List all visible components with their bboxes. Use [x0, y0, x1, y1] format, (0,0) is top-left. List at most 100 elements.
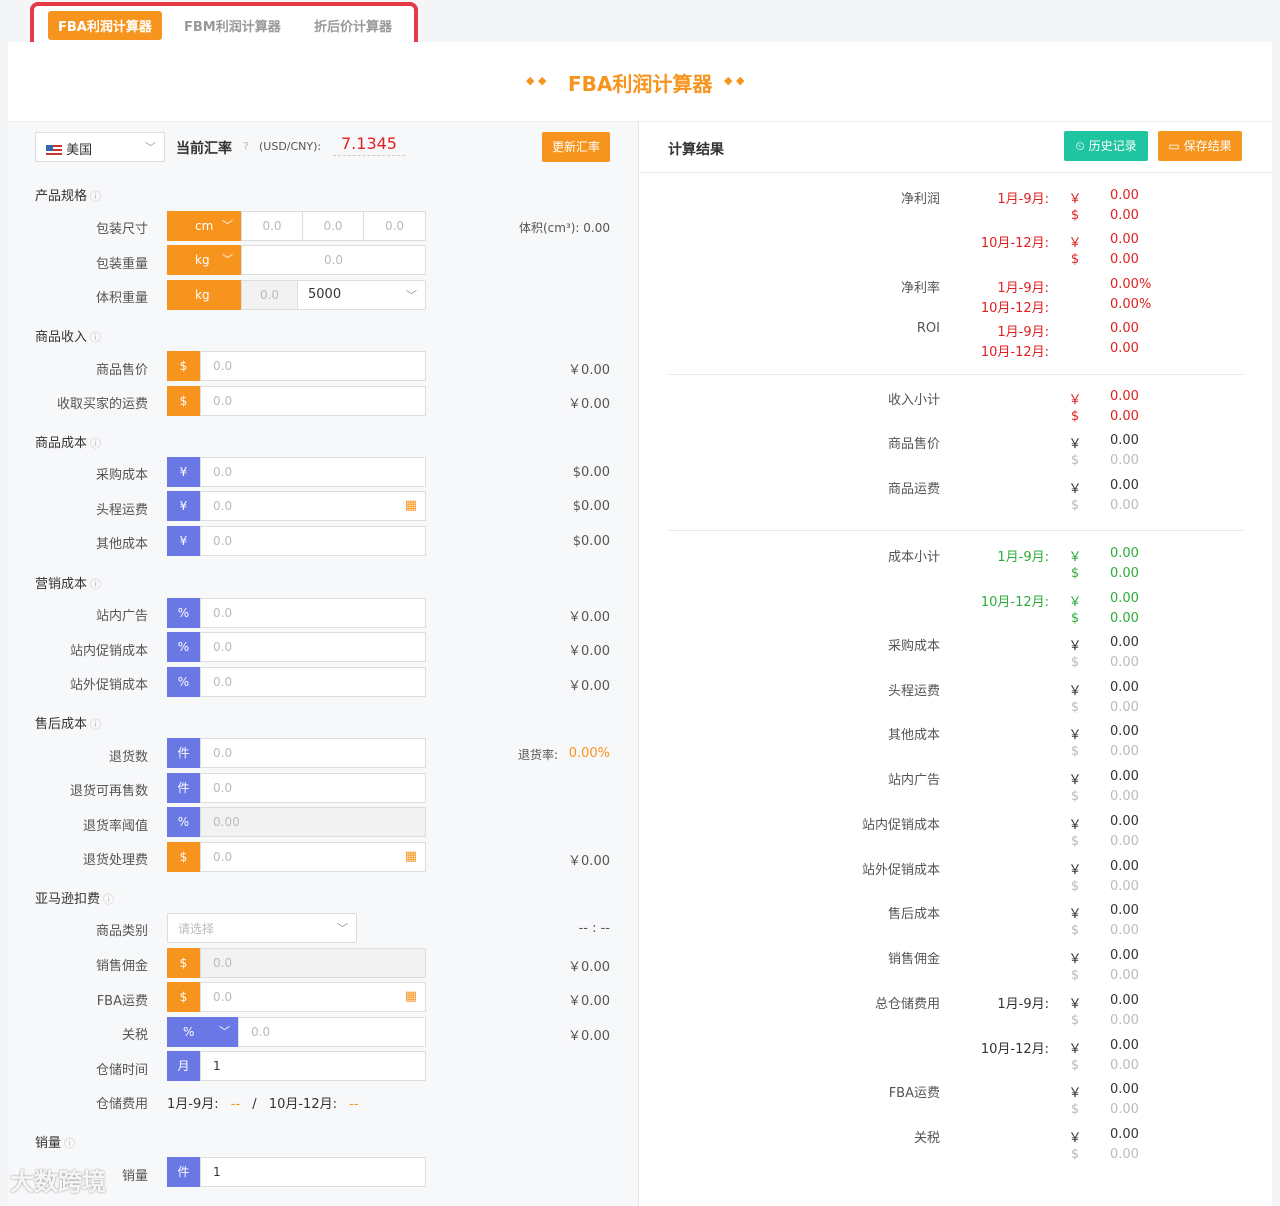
yen-symbol: ￥ — [1068, 997, 1082, 1012]
usd-symbol: $ — [1070, 453, 1080, 468]
roi-value: 0.00 — [1110, 321, 1139, 336]
save-button[interactable]: ▭ 保存结果 — [1158, 131, 1242, 161]
dollar-prefix: $ — [167, 948, 200, 978]
usd-symbol: $ — [1070, 789, 1080, 804]
fba-input[interactable]: 0.0 ▦ — [200, 982, 426, 1012]
length-input[interactable]: 0.0 — [241, 211, 303, 241]
tariff-value: 0.00 — [1110, 1147, 1139, 1162]
period-label: 1月-9月: — [997, 281, 1049, 296]
shipping-value: 0.00 — [1110, 478, 1139, 493]
height-input[interactable]: 0.0 — [363, 211, 426, 241]
tab-fbm[interactable]: FBM利润计算器 — [184, 20, 281, 35]
purchase-input[interactable]: 0.0 — [200, 457, 426, 487]
period-label: 10月-12月: — [980, 1042, 1049, 1057]
cost-item-label: 站内促销成本 — [861, 818, 940, 833]
update-rate-button[interactable]: 更新汇率 — [542, 132, 610, 162]
other-cost-input[interactable]: 0.0 — [200, 526, 426, 556]
yen-symbol: ￥ — [1068, 1131, 1082, 1146]
cost-subtotal-value: 0.00 — [1110, 591, 1139, 606]
category-label: 商品类别 — [95, 924, 148, 939]
threshold-label: 退货率阈值 — [82, 819, 148, 834]
divisor-select[interactable]: 5000 ﹀ — [297, 280, 426, 310]
promo-input[interactable]: 0.0 — [200, 632, 426, 662]
sales-input[interactable]: 1 — [200, 1157, 426, 1187]
cost-item-value: 0.00 — [1110, 635, 1139, 650]
other-cost-result: $0.00 — [572, 534, 610, 549]
yen-symbol: ￥ — [1068, 437, 1082, 452]
tariff-input[interactable]: 0.0 — [238, 1017, 426, 1047]
storage-total-value: 0.00 — [1110, 1013, 1139, 1028]
usd-symbol: $ — [1070, 611, 1080, 626]
calculator-icon[interactable]: ▦ — [404, 849, 417, 864]
category-select[interactable]: 请选择 ﹀ — [167, 913, 357, 943]
usd-symbol: $ — [1070, 1102, 1080, 1117]
page-title: FBA利润计算器 — [568, 72, 713, 96]
net-profit-value: 0.00 — [1110, 252, 1139, 267]
period-label: 1月-9月: — [997, 192, 1049, 207]
usd-symbol: $ — [1070, 208, 1080, 223]
storage-time-label: 仓储时间 — [95, 1063, 148, 1078]
divider — [640, 172, 1272, 173]
ad-result: ￥0.00 — [568, 610, 610, 625]
returns-input[interactable]: 0.0 — [200, 738, 426, 768]
history-button[interactable]: ⏲ 历史记录 — [1064, 131, 1148, 161]
offsite-input[interactable]: 0.0 — [200, 667, 426, 697]
weight-unit-select[interactable]: kg ﹀ — [167, 245, 241, 275]
weight-input[interactable]: 0.0 — [241, 245, 426, 275]
cost-item-value: 0.00 — [1110, 903, 1139, 918]
chevron-down-icon: ﹀ — [222, 219, 233, 232]
input-panel: 美国 ﹀ 当前汇率 ? (USD/CNY): 7.1345 更新汇率 产品规格 ⓘ… — [8, 122, 639, 1206]
return-fee-input[interactable]: 0.0 ▦ — [200, 842, 426, 872]
calculator-icon[interactable]: ▦ — [404, 498, 417, 513]
usd-symbol: $ — [1070, 498, 1080, 513]
period-label: 1月-9月: — [997, 997, 1049, 1012]
period-label: 1月-9月: — [997, 325, 1049, 340]
percent-prefix: % — [167, 807, 200, 837]
tab-fba[interactable]: FBA利润计算器 — [48, 11, 162, 40]
shipping-input[interactable]: 0.0 — [200, 386, 426, 416]
country-select[interactable]: 美国 ﹀ — [35, 132, 165, 162]
return-rate-value: 0.00% — [568, 746, 610, 761]
yen-symbol: ￥ — [1068, 684, 1082, 699]
clock-icon: ⏲ — [1075, 139, 1085, 153]
us-flag-icon — [46, 145, 62, 155]
tariff-unit-select[interactable]: % ﹀ — [167, 1017, 238, 1047]
yen-symbol: ￥ — [1068, 550, 1082, 565]
width-input[interactable]: 0.0 — [302, 211, 364, 241]
yen-prefix: ¥ — [167, 491, 200, 521]
offsite-label: 站外促销成本 — [69, 678, 148, 693]
storage-time-input[interactable]: 1 — [200, 1051, 426, 1081]
tariff-value: 0.00 — [1110, 1127, 1139, 1142]
period-label: 10月-12月: — [980, 595, 1049, 610]
yen-symbol: ￥ — [1068, 639, 1082, 654]
offsite-result: ￥0.00 — [568, 679, 610, 694]
roi-value: 0.00 — [1110, 341, 1139, 356]
calculator-icon[interactable]: ▦ — [404, 989, 417, 1004]
rate-label: 当前汇率 — [176, 141, 232, 157]
cost-item-label: 头程运费 — [887, 684, 940, 699]
piece-prefix: 件 — [167, 1157, 200, 1187]
cost-item-label: 站内广告 — [887, 773, 940, 788]
pack-size-label: 包装尺寸 — [95, 222, 148, 237]
return-rate-label: 退货率: — [518, 748, 559, 762]
income-subtotal-value: 0.00 — [1110, 389, 1139, 404]
return-fee-result: ￥0.00 — [568, 854, 610, 869]
size-unit-select[interactable]: cm ﹀ — [167, 211, 241, 241]
diamond-icon: ◆ ◆ — [724, 74, 745, 87]
percent-prefix: % — [167, 598, 200, 628]
fba-value: 0.00 — [1110, 1082, 1139, 1097]
section-cost: 商品成本 ⓘ — [35, 436, 102, 451]
purchase-label: 采购成本 — [95, 468, 148, 483]
storage-fee-display: 1月-9月: -- / 10月-12月: -- — [167, 1097, 359, 1112]
net-margin-value: 0.00% — [1110, 297, 1152, 312]
resell-input[interactable]: 0.0 — [200, 773, 426, 803]
rate-value[interactable]: 7.1345 — [333, 134, 405, 156]
percent-prefix: % — [167, 667, 200, 697]
price-input[interactable]: 0.0 — [200, 351, 426, 381]
ad-input[interactable]: 0.0 — [200, 598, 426, 628]
month-prefix: 月 — [167, 1051, 200, 1081]
freight-input[interactable]: 0.0 ▦ — [200, 491, 426, 521]
chevron-down-icon: ﹀ — [406, 289, 417, 302]
tab-discount[interactable]: 折后价计算器 — [314, 20, 393, 35]
usd-symbol: $ — [1070, 252, 1080, 267]
